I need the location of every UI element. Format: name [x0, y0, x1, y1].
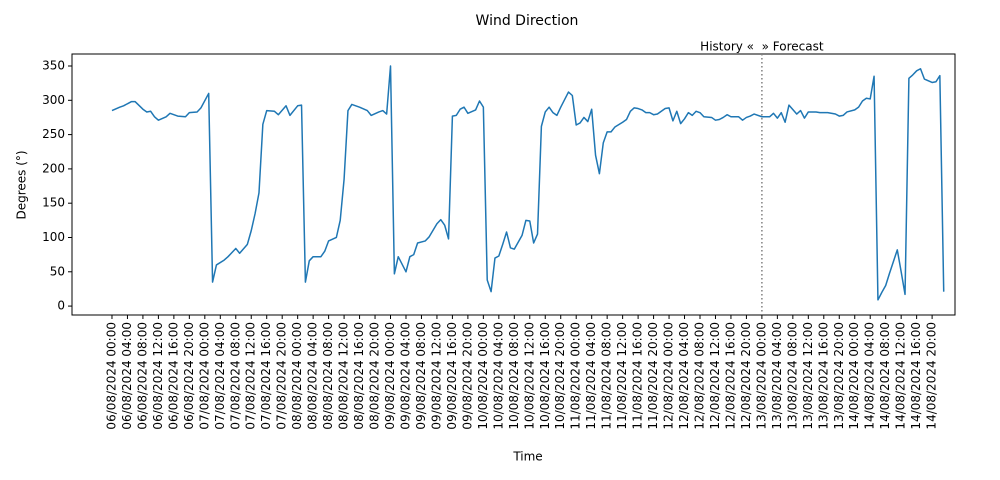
x-tick-label: 09/08/2024 04:00 — [398, 322, 412, 430]
x-tick-label: 10/08/2024 08:00 — [507, 322, 521, 430]
y-tick-label: 150 — [42, 196, 65, 210]
x-tick-label: 07/08/2024 16:00 — [259, 322, 273, 430]
x-tick-label: 14/08/2024 08:00 — [878, 322, 892, 430]
x-tick-label: 09/08/2024 16:00 — [445, 322, 459, 430]
x-tick-label: 11/08/2024 16:00 — [631, 322, 645, 430]
x-tick-label: 12/08/2024 04:00 — [677, 322, 691, 430]
x-tick-label: 12/08/2024 16:00 — [723, 322, 737, 430]
x-tick-label: 10/08/2024 00:00 — [476, 322, 490, 430]
x-tick-label: 06/08/2024 12:00 — [151, 322, 165, 430]
x-axis-label: Time — [512, 450, 542, 464]
x-tick-label: 12/08/2024 20:00 — [739, 322, 753, 430]
x-tick-label: 07/08/2024 08:00 — [228, 322, 242, 430]
x-tick-label: 09/08/2024 20:00 — [460, 322, 474, 430]
x-tick-label: 08/08/2024 08:00 — [321, 322, 335, 430]
x-tick-label: 09/08/2024 00:00 — [383, 322, 397, 430]
y-axis-label: Degrees (°) — [15, 150, 29, 219]
x-tick-label: 07/08/2024 20:00 — [275, 322, 289, 430]
x-tick-label: 14/08/2024 16:00 — [909, 322, 923, 430]
x-tick-label: 14/08/2024 20:00 — [925, 322, 939, 430]
x-tick-label: 08/08/2024 04:00 — [306, 322, 320, 430]
x-tick-label: 06/08/2024 08:00 — [135, 322, 149, 430]
y-tick-label: 0 — [57, 299, 65, 313]
y-tick-label: 350 — [42, 59, 65, 73]
y-tick-label: 300 — [42, 93, 65, 107]
x-tick-label: 12/08/2024 00:00 — [662, 322, 676, 430]
x-tick-label: 08/08/2024 12:00 — [337, 322, 351, 430]
x-tick-label: 07/08/2024 04:00 — [213, 322, 227, 430]
x-tick-label: 12/08/2024 12:00 — [708, 322, 722, 430]
x-tick-label: 08/08/2024 16:00 — [352, 322, 366, 430]
divider-label: History « » Forecast — [700, 40, 824, 54]
y-tick-label: 50 — [50, 264, 65, 278]
x-tick-label: 11/08/2024 00:00 — [569, 322, 583, 430]
x-tick-label: 08/08/2024 20:00 — [368, 322, 382, 430]
x-tick-label: 09/08/2024 12:00 — [429, 322, 443, 430]
data-line — [111, 65, 945, 301]
x-tick-label: 11/08/2024 04:00 — [584, 322, 598, 430]
x-tick-label: 07/08/2024 12:00 — [244, 322, 258, 430]
plot-frame — [71, 53, 956, 316]
x-tick-label: 06/08/2024 04:00 — [120, 322, 134, 430]
x-tick-label: 06/08/2024 20:00 — [182, 322, 196, 430]
x-tick-label: 13/08/2024 16:00 — [816, 322, 830, 430]
x-tick-label: 06/08/2024 16:00 — [166, 322, 180, 430]
x-tick-label: 13/08/2024 00:00 — [754, 322, 768, 430]
x-tick-label: 14/08/2024 00:00 — [847, 322, 861, 430]
x-tick-label: 11/08/2024 08:00 — [600, 322, 614, 430]
x-tick-label: 06/08/2024 00:00 — [104, 322, 118, 430]
x-tick-label: 12/08/2024 08:00 — [692, 322, 706, 430]
x-tick-label: 13/08/2024 20:00 — [832, 322, 846, 430]
chart-title: Wind Direction — [476, 13, 579, 29]
x-tick-label: 13/08/2024 04:00 — [770, 322, 784, 430]
x-tick-label: 11/08/2024 12:00 — [615, 322, 629, 430]
x-tick-label: 07/08/2024 00:00 — [197, 322, 211, 430]
y-tick-label: 250 — [42, 127, 65, 141]
x-tick-label: 10/08/2024 12:00 — [522, 322, 536, 430]
x-tick-label: 11/08/2024 20:00 — [646, 322, 660, 430]
x-tick-label: 13/08/2024 12:00 — [801, 322, 815, 430]
y-tick-label: 100 — [42, 230, 65, 244]
x-tick-label: 10/08/2024 20:00 — [553, 322, 567, 430]
y-tick-label: 200 — [42, 161, 65, 175]
x-tick-label: 14/08/2024 04:00 — [863, 322, 877, 430]
x-tick-label: 14/08/2024 12:00 — [894, 322, 908, 430]
x-tick-label: 09/08/2024 08:00 — [414, 322, 428, 430]
x-tick-label: 10/08/2024 04:00 — [491, 322, 505, 430]
x-tick-label: 13/08/2024 08:00 — [785, 322, 799, 430]
x-tick-label: 08/08/2024 00:00 — [290, 322, 304, 430]
x-tick-label: 10/08/2024 16:00 — [538, 322, 552, 430]
